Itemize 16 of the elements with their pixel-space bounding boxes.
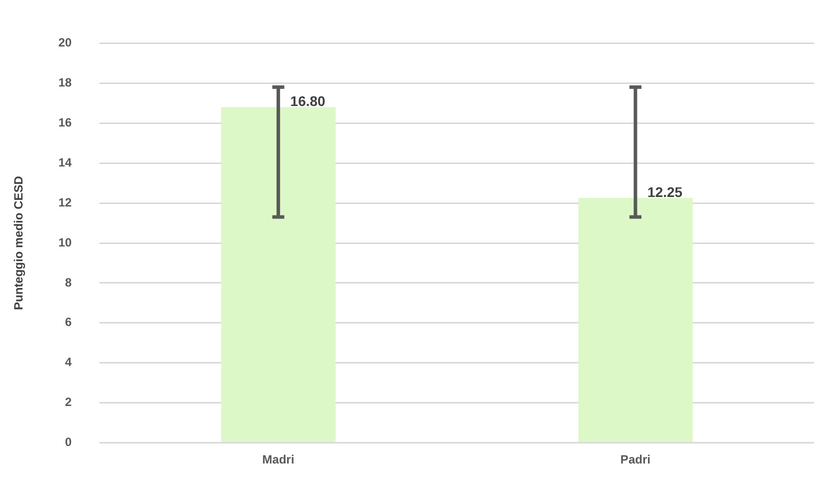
y-tick-label: 16: [58, 115, 72, 130]
y-axis-title: Punteggio medio CESD: [12, 176, 26, 310]
y-tick-label: 8: [65, 275, 72, 290]
y-tick-label: 18: [58, 75, 72, 90]
y-tick-label: 12: [58, 195, 72, 210]
y-tick-label: 14: [58, 155, 72, 170]
y-tick-label: 10: [58, 235, 72, 250]
data-label: 16.80: [290, 92, 326, 109]
y-tick-label: 2: [65, 395, 72, 410]
y-tick-label: 4: [65, 355, 72, 370]
y-tick-label: 6: [65, 315, 72, 330]
data-label: 12.25: [647, 184, 683, 200]
x-tick-label: Madri: [262, 452, 294, 466]
y-tick-label: 20: [58, 36, 72, 50]
y-tick-label: 0: [65, 435, 72, 450]
x-tick-label: Padri: [620, 452, 650, 466]
